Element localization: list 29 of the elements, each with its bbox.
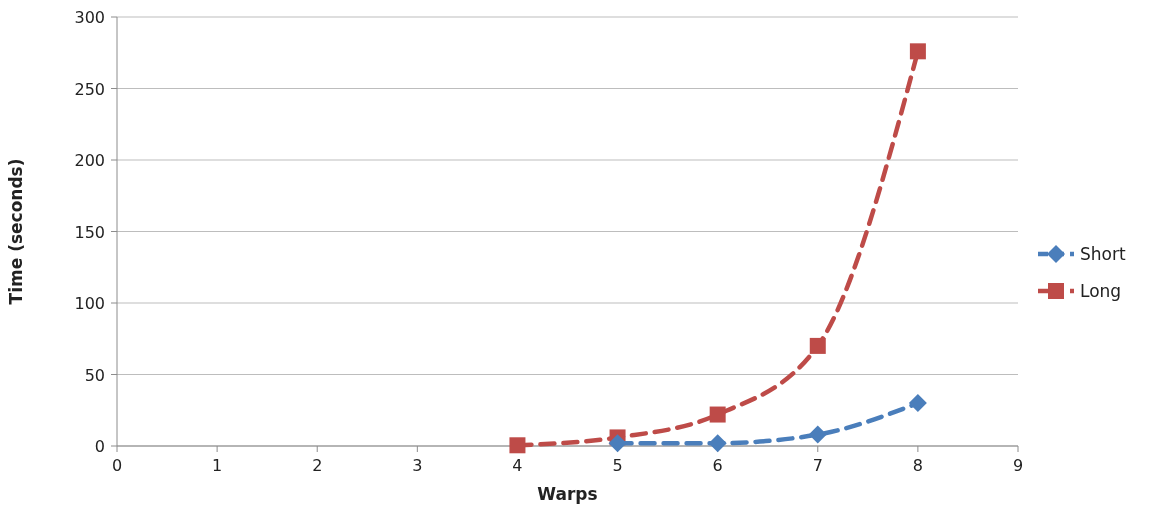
y-tick-label: 150 xyxy=(74,222,105,242)
y-tick-label: 0 xyxy=(94,437,105,456)
point xyxy=(509,437,526,454)
x-tick-label: 7 xyxy=(812,456,823,475)
x-tick-label: 4 xyxy=(512,456,523,475)
point xyxy=(709,406,726,423)
y-axis-title: Time (seconds) xyxy=(6,158,26,305)
x-axis-title: Warps xyxy=(537,484,598,504)
legend-label: Short xyxy=(1080,244,1126,264)
x-tick-label: 3 xyxy=(412,456,423,475)
x-tick-label: 6 xyxy=(712,456,723,475)
y-tick-label: 250 xyxy=(74,79,105,99)
x-tick-label: 5 xyxy=(612,456,623,475)
y-tick-label: 50 xyxy=(84,365,105,385)
x-tick-label: 9 xyxy=(1012,456,1024,475)
point xyxy=(608,434,627,453)
point xyxy=(708,434,727,453)
x-tick-label: 8 xyxy=(912,456,923,475)
legend-label: Long xyxy=(1080,281,1122,301)
point xyxy=(909,43,926,60)
x-tick-label: 2 xyxy=(312,456,323,475)
x-tick-label: 1 xyxy=(212,456,223,475)
point xyxy=(808,425,827,444)
y-tick-label: 100 xyxy=(74,294,105,313)
point xyxy=(809,337,826,354)
y-tick-label: 200 xyxy=(74,151,105,170)
point xyxy=(908,394,927,413)
y-tick-label: 300 xyxy=(74,8,105,27)
x-tick-label: 0 xyxy=(111,456,123,475)
